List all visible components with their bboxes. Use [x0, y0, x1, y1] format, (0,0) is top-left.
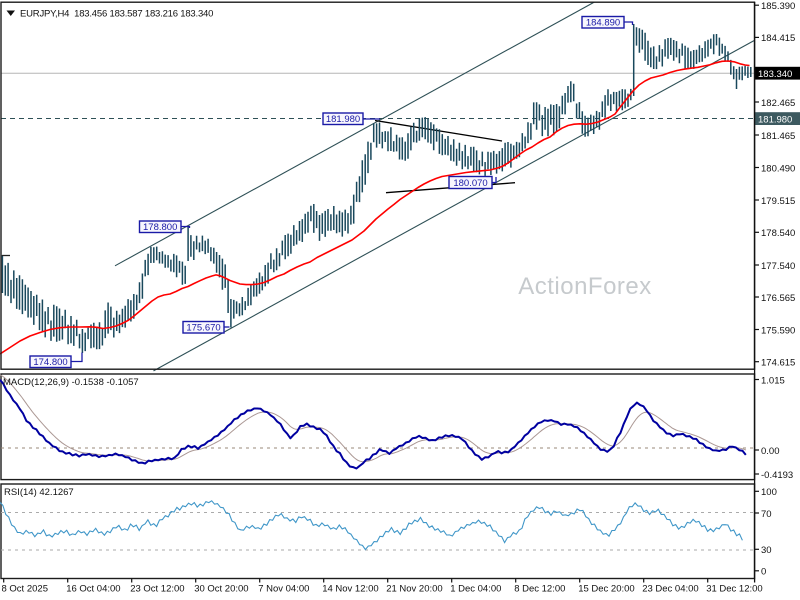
- svg-text:180.490: 180.490: [761, 163, 795, 174]
- svg-text:185.390: 185.390: [761, 1, 795, 12]
- svg-text:183.340: 183.340: [758, 69, 792, 80]
- svg-text:15 Dec 20:00: 15 Dec 20:00: [578, 584, 635, 595]
- svg-text:180.070: 180.070: [453, 178, 487, 189]
- svg-text:100: 100: [761, 487, 777, 498]
- svg-text:30: 30: [761, 545, 772, 556]
- svg-text:174.800: 174.800: [33, 357, 67, 368]
- svg-text:178.800: 178.800: [143, 222, 177, 233]
- svg-text:-0.4193: -0.4193: [761, 470, 793, 481]
- svg-text:178.540: 178.540: [761, 228, 795, 239]
- svg-text:ActionForex: ActionForex: [518, 273, 652, 300]
- svg-text:MACD(12,26,9) -0.1538 -0.1057: MACD(12,26,9) -0.1538 -0.1057: [3, 377, 139, 388]
- svg-text:174.615: 174.615: [761, 358, 795, 369]
- svg-text:0: 0: [761, 567, 766, 578]
- svg-text:181.465: 181.465: [761, 131, 795, 142]
- svg-text:1.015: 1.015: [761, 375, 785, 386]
- svg-text:0.00: 0.00: [761, 446, 780, 457]
- svg-text:175.590: 175.590: [761, 325, 795, 336]
- svg-text:30 Oct 20:00: 30 Oct 20:00: [194, 584, 248, 595]
- svg-text:23 Oct 12:00: 23 Oct 12:00: [130, 584, 184, 595]
- svg-text:182.465: 182.465: [761, 98, 795, 109]
- svg-text:1 Dec 04:00: 1 Dec 04:00: [450, 584, 501, 595]
- svg-text:31 Dec 12:00: 31 Dec 12:00: [706, 584, 763, 595]
- svg-text:181.980: 181.980: [326, 114, 360, 125]
- svg-text:184.890: 184.890: [586, 18, 620, 29]
- svg-text:184.415: 184.415: [761, 33, 795, 44]
- svg-text:179.515: 179.515: [761, 196, 795, 207]
- svg-text:RSI(14) 42.1267: RSI(14) 42.1267: [4, 487, 74, 498]
- svg-text:8 Oct 2025: 8 Oct 2025: [2, 584, 48, 595]
- svg-text:EURJPY,H4 183.456 183.587 183: EURJPY,H4 183.456 183.587 183.216 183.34…: [20, 9, 213, 20]
- svg-text:16 Oct 04:00: 16 Oct 04:00: [66, 584, 120, 595]
- svg-text:14 Nov 12:00: 14 Nov 12:00: [322, 584, 379, 595]
- svg-text:70: 70: [761, 509, 772, 520]
- svg-text:21 Nov 20:00: 21 Nov 20:00: [386, 584, 443, 595]
- svg-text:177.540: 177.540: [761, 261, 795, 272]
- svg-text:181.980: 181.980: [758, 114, 792, 125]
- svg-text:7 Nov 04:00: 7 Nov 04:00: [258, 584, 309, 595]
- svg-text:176.565: 176.565: [761, 293, 795, 304]
- svg-text:175.670: 175.670: [186, 323, 220, 334]
- svg-text:23 Dec 04:00: 23 Dec 04:00: [642, 584, 699, 595]
- svg-text:8 Dec 12:00: 8 Dec 12:00: [514, 584, 565, 595]
